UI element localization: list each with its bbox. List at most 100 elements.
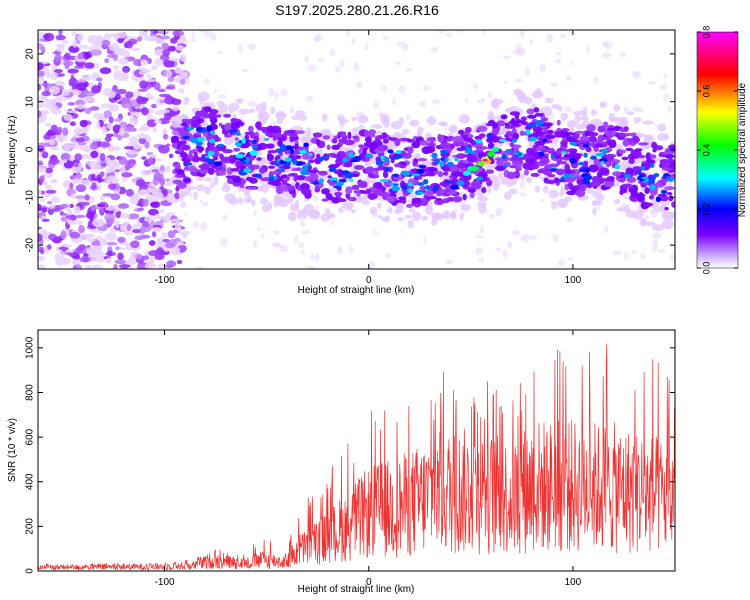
heatmap-cell — [492, 98, 499, 108]
heatmap-cell — [614, 163, 620, 170]
heatmap-cell — [118, 203, 130, 209]
heatmap-cell — [169, 246, 181, 256]
heatmap-cell — [141, 255, 149, 260]
heatmap-cell — [148, 250, 160, 257]
heatmap-cell — [606, 176, 615, 181]
heatmap-cell — [604, 226, 609, 234]
heatmap-cell — [90, 229, 101, 233]
heatmap-cell — [433, 214, 445, 219]
heatmap-cell — [471, 150, 477, 155]
heatmap-cell — [303, 142, 310, 148]
heatmap-cell — [207, 158, 215, 165]
heatmap-cell — [452, 172, 462, 177]
heatmap-cell — [44, 68, 51, 74]
heatmap-cell — [78, 142, 87, 146]
heatmap-cell — [151, 191, 156, 195]
heatmap-cell — [425, 195, 437, 200]
heatmap-cell — [563, 173, 570, 179]
heatmap-cell — [71, 168, 82, 173]
heatmap-cell — [363, 194, 368, 201]
heatmap-cell — [100, 103, 113, 109]
heatmap-cell — [69, 182, 74, 190]
heatmap-cell — [129, 195, 140, 205]
heatmap-cell — [134, 254, 143, 260]
heatmap-cell — [475, 235, 484, 239]
heatmap-cell — [652, 224, 664, 232]
heatmap-cell — [411, 173, 421, 177]
heatmap-cell — [195, 141, 203, 146]
heatmap-cell — [217, 143, 225, 147]
heatmap-cell — [251, 139, 257, 144]
heatmap-cell — [574, 114, 580, 124]
heatmap-cell — [139, 80, 148, 89]
heatmap-cell — [503, 191, 512, 200]
heatmap-cell — [407, 219, 414, 229]
heatmap-cell — [109, 43, 120, 52]
heatmap-cell — [634, 150, 642, 159]
heatmap-cell — [351, 116, 357, 121]
heatmap-cell — [560, 185, 565, 195]
y-tick-label: 20 — [25, 48, 36, 60]
heatmap-cell — [38, 189, 42, 196]
heatmap-cell — [162, 48, 171, 57]
heatmap-cell — [312, 195, 319, 202]
heatmap-cell — [565, 75, 572, 82]
heatmap-cell — [68, 45, 80, 53]
heatmap-cell — [609, 139, 616, 143]
heatmap-cell — [520, 116, 528, 121]
heatmap-cell — [41, 90, 52, 97]
heatmap-cell — [293, 175, 298, 182]
heatmap-cell — [177, 149, 182, 153]
heatmap-cell — [81, 74, 93, 81]
heatmap-cell — [321, 188, 330, 195]
heatmap-cell — [148, 208, 159, 216]
heatmap-cell — [406, 203, 413, 208]
heatmap-cell — [190, 137, 199, 144]
heatmap-cell — [122, 65, 131, 73]
heatmap-cell — [573, 175, 584, 180]
heatmap-cell — [600, 102, 605, 109]
heatmap-cell — [218, 122, 223, 127]
heatmap-cell — [266, 125, 274, 134]
heatmap-cell — [375, 131, 383, 135]
heatmap-cell — [296, 115, 308, 121]
heatmap-cells — [38, 30, 675, 269]
heatmap-cell — [512, 132, 520, 139]
heatmap-cell — [76, 104, 86, 110]
heatmap-cell — [62, 143, 72, 152]
heatmap-cell — [367, 260, 376, 269]
heatmap-cell — [264, 138, 270, 141]
heatmap-cell — [272, 242, 280, 247]
heatmap-cell — [127, 213, 140, 220]
heatmap-cell — [143, 30, 148, 33]
heatmap-cell — [353, 155, 361, 161]
heatmap-cell — [167, 45, 177, 52]
heatmap-cell — [243, 168, 252, 174]
heatmap-cell — [658, 249, 666, 253]
heatmap-cell — [309, 173, 319, 181]
heatmap-cell — [462, 193, 467, 201]
heatmap-cell — [256, 227, 262, 231]
heatmap-cell — [475, 139, 483, 144]
heatmap-cell — [526, 176, 533, 184]
heatmap-cell — [96, 77, 103, 82]
heatmap-cell — [159, 35, 171, 40]
heatmap-cell — [517, 51, 525, 56]
heatmap-cell — [567, 176, 576, 182]
heatmap-cell — [304, 56, 309, 62]
heatmap-cell — [137, 88, 148, 92]
heatmap-cell — [144, 141, 150, 149]
x-tick-label: -100 — [155, 275, 175, 286]
heatmap-cell — [530, 164, 540, 170]
heatmap-cell — [279, 160, 285, 165]
heatmap-cell — [403, 192, 409, 197]
heatmap-cell — [243, 190, 250, 197]
heatmap-cell — [569, 157, 577, 164]
heatmap-cell — [566, 190, 577, 196]
heatmap-cell — [375, 160, 384, 166]
heatmap-cell — [620, 160, 632, 170]
heatmap-cell — [80, 233, 91, 240]
heatmap-cell — [509, 111, 521, 116]
heatmap-cell — [495, 247, 502, 252]
heatmap-cell — [623, 106, 629, 115]
